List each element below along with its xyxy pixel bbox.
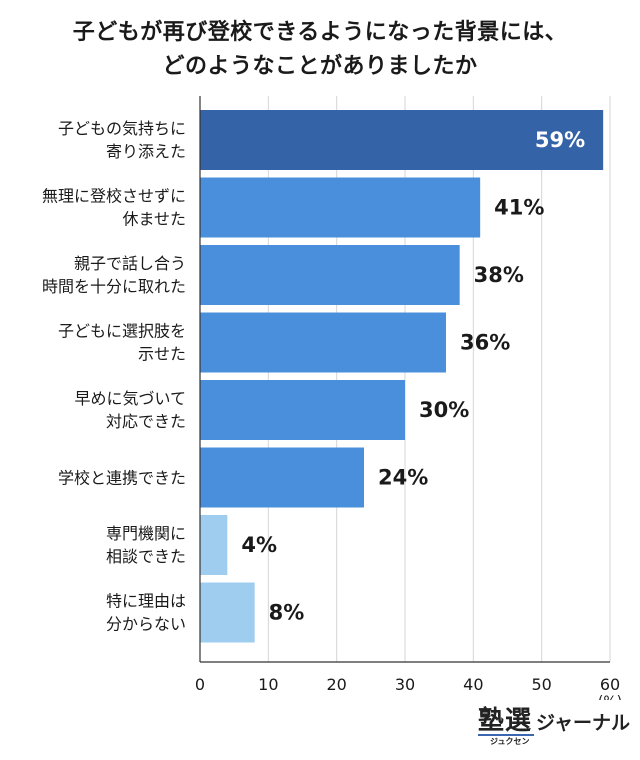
x-tick-label-5: 50 (531, 675, 551, 694)
category-label-5-0: 学校と連携できた (58, 469, 186, 488)
category-label-7-0: 特に理由は (106, 592, 186, 611)
category-label-1-0: 無理に登校させずに (42, 187, 186, 206)
bar-5 (200, 447, 364, 508)
x-tick-label-4: 40 (463, 675, 483, 694)
value-label-0: 59% (535, 128, 585, 152)
bar-3 (200, 312, 446, 373)
category-label-3-1: 示せた (138, 345, 186, 364)
value-label-2: 38% (474, 263, 524, 287)
value-label-3: 36% (460, 331, 510, 355)
bar-0 (200, 110, 604, 170)
x-tick-label-1: 10 (258, 675, 278, 694)
x-tick-label-2: 20 (326, 675, 346, 694)
bar-2 (200, 245, 460, 305)
category-label-3-0: 子どもに選択肢を (58, 322, 186, 341)
chart-title-line-2: どのようなことがありましたか (162, 54, 478, 79)
logo-sub-text: ジャーナル (536, 712, 631, 734)
value-label-4: 30% (419, 398, 469, 422)
bar-1 (200, 177, 481, 238)
x-tick-label-0: 0 (195, 675, 205, 694)
category-label-0-0: 子どもの気持ちに (58, 119, 186, 138)
x-tick-label-3: 30 (395, 675, 415, 694)
value-label-7: 8% (269, 601, 305, 625)
category-label-6-0: 専門機関に (106, 524, 186, 543)
category-label-4-0: 早めに気づいて (74, 389, 186, 408)
category-label-6-1: 相談できた (106, 547, 186, 566)
category-label-2-1: 時間を十分に取れた (42, 277, 186, 296)
value-label-6: 4% (241, 533, 277, 557)
x-axis-unit: (%) (598, 694, 622, 700)
value-label-1: 41% (494, 196, 544, 220)
bar-6 (200, 515, 228, 575)
category-label-1-1: 休ませた (122, 210, 186, 229)
category-label-2-0: 親子で話し合う (74, 254, 186, 273)
logo-kana-text: ジュクセン (490, 737, 530, 746)
bar-7 (200, 582, 255, 643)
logo-underline (478, 734, 534, 736)
value-label-5: 24% (378, 466, 428, 490)
x-tick-label-6: 60 (600, 675, 620, 694)
category-label-0-1: 寄り添えた (106, 142, 186, 161)
category-label-7-1: 分からない (106, 615, 186, 634)
category-label-4-1: 対応できた (106, 412, 186, 431)
bar-4 (200, 380, 405, 440)
logo-main-text: 塾選 (478, 706, 533, 736)
chart-title-line-1: 子どもが再び登校できるようになった背景には、 (72, 20, 568, 45)
brand-logo: 塾選 ジャーナル ジュクセン (478, 700, 638, 754)
